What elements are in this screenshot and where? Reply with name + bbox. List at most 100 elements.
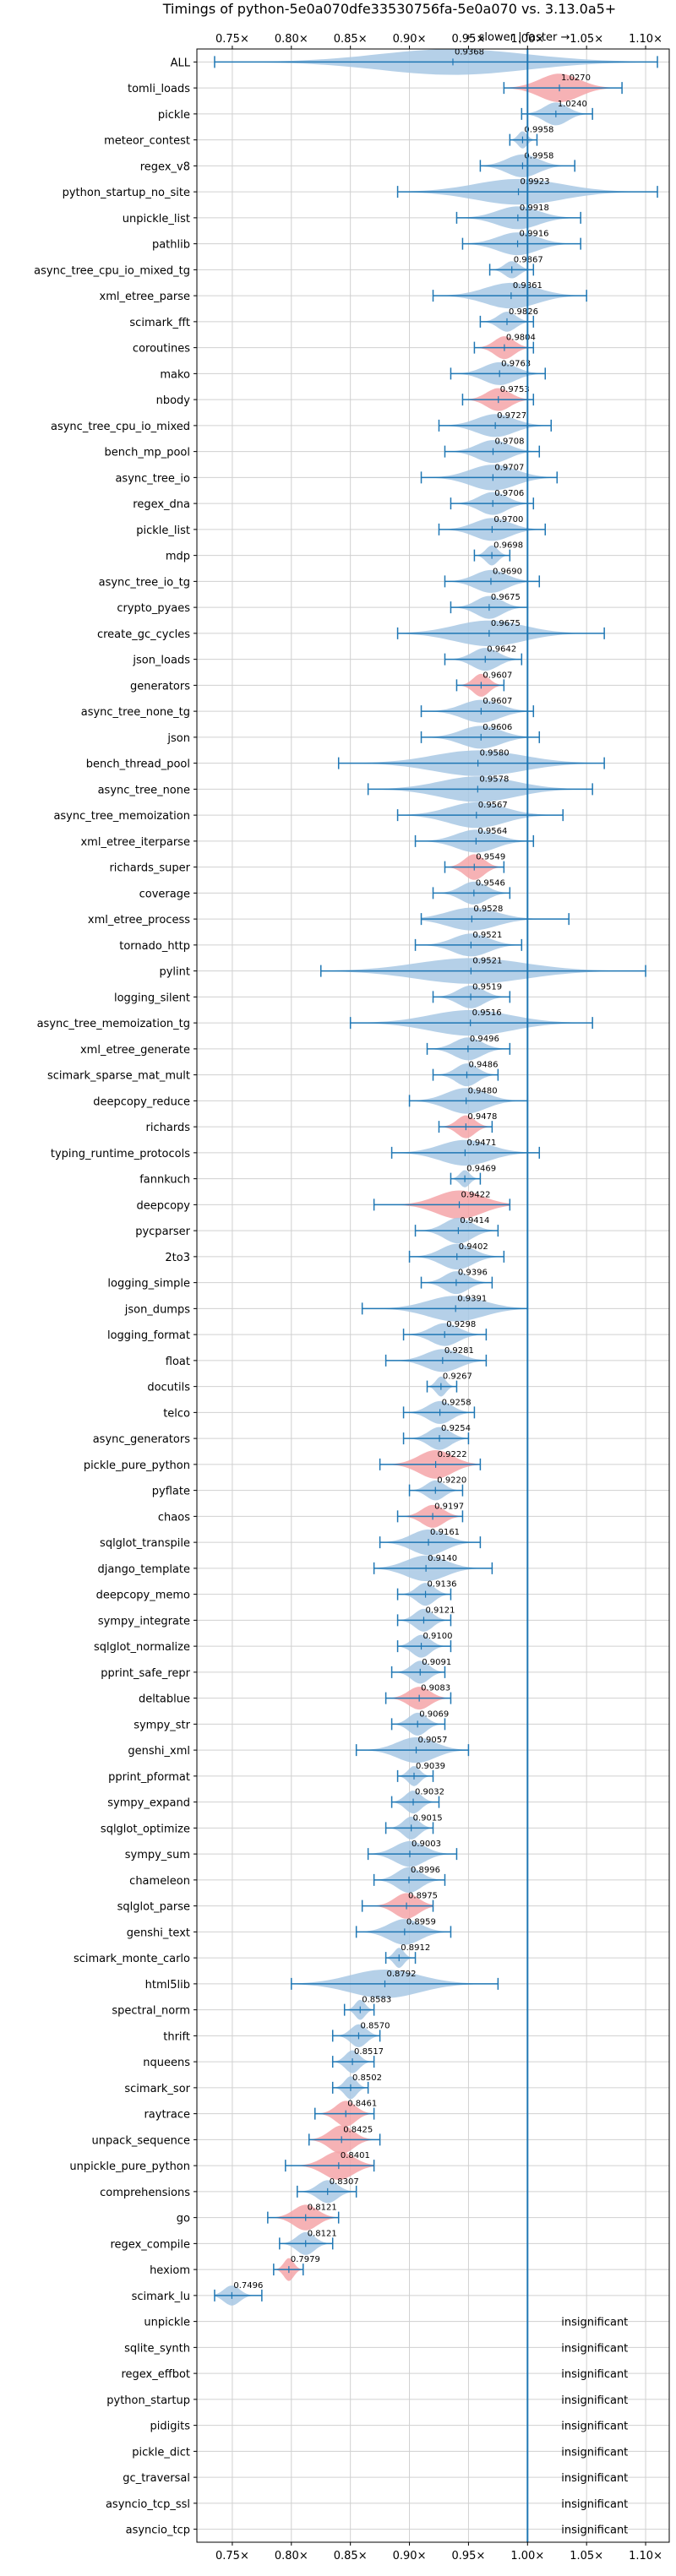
- value-label: 0.9100: [423, 1632, 453, 1641]
- value-label: 0.9121: [425, 1606, 455, 1615]
- value-label: 0.9607: [482, 697, 512, 706]
- category-label: asyncio_tcp_ssl: [106, 2498, 190, 2511]
- value-label: 0.9391: [457, 1294, 487, 1303]
- category-label: docutils: [147, 1382, 190, 1394]
- value-label: 0.9396: [458, 1269, 488, 1278]
- category-label: create_gc_cycles: [97, 628, 190, 641]
- value-label: 0.9690: [493, 567, 522, 576]
- plot-frame: [196, 48, 670, 2543]
- category-label: scimark_sor: [124, 2083, 190, 2095]
- x-tick-label-top: 0.95×: [452, 33, 486, 46]
- category-label: regex_dna: [133, 498, 190, 511]
- value-label: 0.8975: [408, 1892, 438, 1901]
- value-label: 0.9496: [470, 1035, 499, 1044]
- value-label: 0.9706: [494, 489, 524, 498]
- x-tick-label-bottom: 1.10×: [629, 2550, 662, 2562]
- value-label: 0.9521: [472, 957, 502, 966]
- value-label: 0.9958: [524, 151, 553, 160]
- category-label: async_tree_io_tg: [99, 576, 190, 589]
- direction-label: ← slower | faster →: [466, 31, 570, 44]
- value-label: 0.8792: [386, 1970, 416, 1979]
- value-label: 0.9580: [480, 749, 510, 758]
- value-label: 0.9267: [443, 1372, 472, 1382]
- category-label: hexiom: [150, 2264, 190, 2277]
- x-tick-label-bottom: 0.90×: [393, 2550, 427, 2562]
- value-label: 0.8121: [308, 2229, 337, 2238]
- x-axis-ticks: 0.75× 0.75× 0.80× 0.80× 0.85× 0.85× 0.90× 0.90×…: [194, 33, 662, 2562]
- value-label: 0.9918: [520, 204, 549, 213]
- category-label: deepcopy_reduce: [93, 1095, 190, 1108]
- category-label: regex_compile: [110, 2238, 190, 2251]
- category-label: deepcopy: [136, 1199, 190, 1212]
- category-label: coverage: [139, 888, 190, 900]
- category-label: sqlglot_parse: [117, 1901, 190, 1914]
- value-label: 0.9486: [468, 1061, 498, 1070]
- plot-area: 0.9368 1.0270 1.0240 0.9958 0.9958 0.9923 0.99…: [214, 47, 658, 2542]
- insignificant-label: insignificant: [561, 2524, 628, 2537]
- category-label: coroutines: [133, 343, 190, 356]
- value-label: 0.9700: [493, 515, 523, 524]
- insignificant-label: insignificant: [561, 2317, 628, 2329]
- category-label: regex_effbot: [121, 2368, 190, 2381]
- category-label: comprehensions: [100, 2187, 190, 2199]
- category-label: xml_etree_generate: [80, 1044, 190, 1057]
- category-label: xml_etree_parse: [100, 291, 190, 303]
- value-label: 0.9923: [521, 177, 550, 187]
- category-label: sqlglot_normalize: [94, 1641, 190, 1654]
- value-label: 0.9480: [468, 1086, 498, 1095]
- category-label: pathlib: [152, 239, 190, 252]
- value-label: 0.9567: [478, 801, 508, 810]
- value-label: 0.8912: [401, 1943, 430, 1953]
- category-label: chaos: [158, 1511, 190, 1524]
- category-label: ALL: [171, 57, 191, 69]
- value-label: 0.9708: [494, 437, 524, 447]
- category-label: async_tree_memoization: [53, 810, 190, 823]
- x-tick-label-bottom: 0.80×: [275, 2550, 308, 2562]
- category-label: xml_etree_iterparse: [80, 836, 190, 849]
- x-tick-label-bottom: 1.00×: [510, 2550, 544, 2562]
- category-label: pyflate: [152, 1486, 190, 1498]
- category-label: async_tree_io: [115, 472, 190, 485]
- category-label: float: [166, 1356, 190, 1368]
- category-label: unpickle_pure_python: [69, 2160, 190, 2173]
- value-label: 0.9707: [494, 463, 524, 472]
- category-label: json_loads: [132, 655, 190, 667]
- category-label: sqlite_synth: [124, 2342, 190, 2355]
- category-label: nbody: [156, 394, 191, 407]
- insignificant-label: insignificant: [561, 2421, 628, 2433]
- category-label: unpack_sequence: [91, 2134, 190, 2147]
- category-label: pickle_dict: [132, 2446, 190, 2459]
- value-label: 0.9069: [419, 1709, 449, 1719]
- category-label: regex_v8: [140, 160, 190, 173]
- value-label: 0.9003: [412, 1840, 441, 1849]
- value-label: 0.8996: [411, 1866, 440, 1875]
- value-label: 0.9140: [428, 1554, 457, 1563]
- value-label: 0.9606: [482, 723, 512, 732]
- category-label: pickle_list: [136, 524, 190, 537]
- value-label: 0.9804: [506, 334, 536, 343]
- category-label: chameleon: [129, 1875, 190, 1888]
- grid: [197, 49, 669, 2542]
- category-label: richards: [146, 1122, 191, 1134]
- category-label: pycparser: [135, 1226, 190, 1238]
- insignificant-label: insignificant: [561, 2446, 628, 2459]
- category-label: deltablue: [139, 1693, 190, 1706]
- value-label: 0.9642: [487, 645, 516, 655]
- category-label: python_startup: [106, 2394, 190, 2407]
- x-tick-label-bottom: 1.05×: [570, 2550, 603, 2562]
- chart-title: Timings of python-5e0a070dfe33530756fa-5…: [162, 1, 616, 17]
- value-label: 0.9015: [413, 1813, 443, 1823]
- value-label: 0.9958: [524, 126, 553, 135]
- value-label: 0.9698: [493, 541, 523, 551]
- value-label: 0.9161: [430, 1528, 460, 1537]
- category-label: mdp: [166, 551, 190, 563]
- category-label: pprint_safe_repr: [101, 1667, 190, 1680]
- value-label: 0.9753: [500, 385, 530, 394]
- category-label: sympy_sum: [125, 1849, 190, 1861]
- category-label: nqueens: [143, 2057, 190, 2069]
- insignificant-label: insignificant: [561, 2394, 628, 2407]
- value-label: 0.9549: [476, 853, 505, 862]
- category-label: async_tree_cpu_io_mixed_tg: [34, 264, 190, 277]
- value-label: 0.9222: [438, 1450, 467, 1459]
